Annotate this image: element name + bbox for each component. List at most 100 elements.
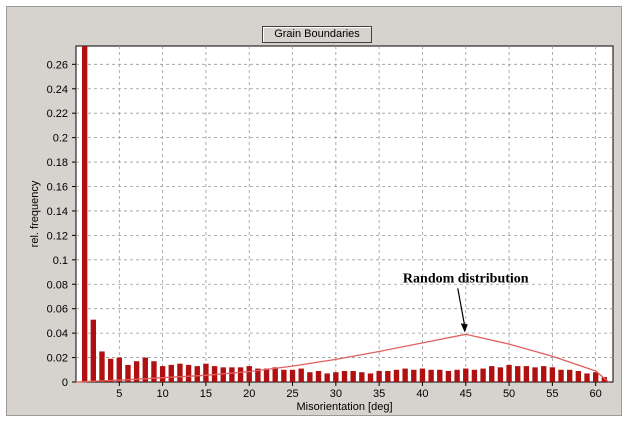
bar [125,364,131,382]
bar [558,369,564,382]
bar [376,371,382,382]
y-tick-label: 0.24 [47,84,68,96]
bar [489,366,495,382]
bar [194,366,200,382]
bar [367,373,374,382]
y-tick-label: 0.08 [47,279,68,291]
bar [90,319,97,382]
y-tick-label: 0.26 [47,59,68,71]
x-tick-label: 5 [116,388,122,400]
x-tick-label: 40 [416,388,428,400]
bar [437,369,443,382]
y-tick-label: 0.04 [47,328,68,340]
x-tick-label: 50 [503,388,515,400]
bar [281,369,287,382]
bar [584,373,590,382]
bar [523,366,530,382]
bar [272,367,278,382]
y-axis-label: rel. frequency [29,180,41,247]
bar [255,368,261,382]
y-tick-label: 0.12 [47,230,68,242]
bar [99,351,105,382]
y-tick-label: 0.22 [47,108,68,120]
bar [142,357,148,382]
bar [203,363,209,382]
bar [463,368,469,382]
annotation-arrow [457,288,466,327]
bar [289,369,296,382]
random-distribution-curve-group [75,333,610,383]
y-tick-label: 0.1 [53,255,68,267]
axes [72,63,597,386]
bar [497,367,504,382]
bar [480,368,486,382]
bar [229,367,235,382]
y-tick-label: 0.18 [47,157,68,169]
random-distribution-curve [75,333,610,383]
bar [159,366,166,382]
bar [445,371,452,382]
tick-labels: 0 0.02 0.04 0.06 0.08 0.1 0.12 0.14 0.16 0.18 0.2 0… [47,59,602,400]
bar [567,369,573,382]
bar [402,368,408,382]
y-tick-label: 0.16 [47,182,68,194]
bar [541,366,547,382]
bar [592,372,599,382]
bar [393,369,400,382]
bar [315,371,322,382]
bar [81,46,88,382]
x-tick-label: 60 [590,388,602,400]
bar [419,368,426,382]
grid-lines [76,46,613,382]
bar [385,371,391,382]
x-tick-label: 20 [243,388,255,400]
bar [177,363,183,382]
bar [428,369,434,382]
bar [575,371,582,382]
bar [220,367,226,382]
bar [151,361,157,382]
bar [341,371,348,382]
annotation-arrowhead [460,323,468,333]
bar [601,377,608,382]
bar [168,364,174,382]
bar [333,372,339,382]
bar [454,369,460,382]
x-tick-label: 55 [546,388,558,400]
bar [185,364,192,382]
bar [359,372,365,382]
bar [324,373,330,382]
x-tick-label: 25 [286,388,298,400]
bar [298,368,304,382]
bar [307,372,313,382]
random-distribution-annotation: Random distribution [403,271,529,286]
bar [350,371,356,382]
x-axis-label: Misorientation [deg] [297,401,393,413]
bar [471,369,478,382]
y-tick-label: 0.06 [47,304,68,316]
bar [246,366,252,382]
bar [549,367,556,382]
x-tick-label: 30 [330,388,342,400]
x-tick-label: 15 [200,388,212,400]
bar [532,367,538,382]
x-tick-label: 10 [156,388,168,400]
y-tick-label: 0 [62,377,68,389]
x-tick-label: 45 [460,388,472,400]
bar [515,366,521,382]
plot-area [75,45,614,383]
chart-title: Grain Boundaries [262,26,372,43]
y-tick-label: 0.02 [47,353,68,365]
bar [107,358,114,382]
bar [133,361,140,382]
bar [263,368,270,382]
x-tick-label: 35 [373,388,385,400]
bar [411,369,417,382]
bar [116,357,122,382]
bar [237,367,244,382]
y-tick-label: 0.14 [47,206,68,218]
y-tick-label: 0.2 [53,133,68,145]
bar [506,364,512,382]
